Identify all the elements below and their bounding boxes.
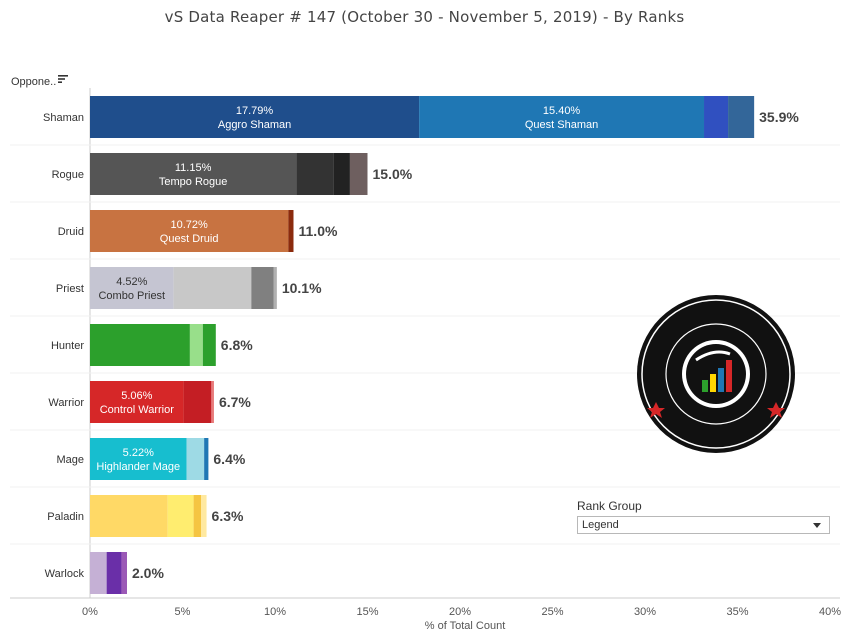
category-label: Rogue xyxy=(52,169,84,181)
bar-segment xyxy=(90,495,168,537)
category-label: Warrior xyxy=(48,397,84,409)
bar-segment xyxy=(90,381,184,423)
bar-segment xyxy=(183,381,212,423)
segment-name-label: Aggro Shaman xyxy=(218,119,291,131)
category-label: Paladin xyxy=(47,511,84,523)
segment-name-label: Quest Shaman xyxy=(525,119,598,131)
segment-value-label: 17.79% xyxy=(236,105,274,117)
bar-segment xyxy=(201,495,207,537)
segment-name-label: Quest Druid xyxy=(160,233,219,245)
bar-segment xyxy=(273,267,277,309)
sort-icon[interactable] xyxy=(57,73,69,85)
bar-segment xyxy=(90,552,107,594)
total-label: 11.0% xyxy=(299,223,338,239)
total-label: 15.0% xyxy=(373,166,413,182)
x-tick-label: 10% xyxy=(264,606,286,618)
bar-segment xyxy=(90,324,190,366)
bar-segment xyxy=(90,210,289,252)
total-label: 35.9% xyxy=(759,109,799,125)
category-label: Priest xyxy=(56,283,84,295)
bar-segment xyxy=(419,96,705,138)
category-label: Warlock xyxy=(45,568,85,580)
segment-value-label: 15.40% xyxy=(543,105,581,117)
bar-segment xyxy=(173,267,252,309)
bar-segment xyxy=(728,96,755,138)
bar-segment xyxy=(90,153,297,195)
x-tick-label: 5% xyxy=(175,606,191,618)
total-label: 6.3% xyxy=(212,508,244,524)
bar-segment xyxy=(333,153,350,195)
bar-segment xyxy=(349,153,368,195)
segment-name-label: Combo Priest xyxy=(98,290,165,302)
x-tick-label: 25% xyxy=(541,606,563,618)
segment-value-label: 5.22% xyxy=(123,447,154,459)
x-tick-label: 15% xyxy=(356,606,378,618)
bar-segment xyxy=(186,438,205,480)
bar-segment xyxy=(288,210,294,252)
x-axis-title: % of Total Count xyxy=(425,620,506,632)
x-tick-label: 40% xyxy=(819,606,841,618)
bar-segment xyxy=(704,96,729,138)
segment-value-label: 5.06% xyxy=(121,390,152,402)
bar-segment xyxy=(90,267,174,309)
segment-value-label: 11.15% xyxy=(175,162,212,174)
opponent-header[interactable]: Oppone.. xyxy=(11,76,57,88)
bar-segment xyxy=(251,267,274,309)
bar-segment xyxy=(189,324,203,366)
rank-group-selected: Legend xyxy=(582,519,619,531)
segment-name-label: Control Warrior xyxy=(100,404,174,416)
total-label: 6.7% xyxy=(219,394,251,410)
category-label: Shaman xyxy=(43,112,84,124)
category-label: Druid xyxy=(58,226,84,238)
x-tick-label: 35% xyxy=(726,606,748,618)
bar-segment xyxy=(211,381,214,423)
segment-name-label: Tempo Rogue xyxy=(159,176,228,188)
segment-name-label: Highlander Mage xyxy=(96,461,180,473)
bar-segment xyxy=(121,552,127,594)
bar-segment xyxy=(90,96,420,138)
bar-segment xyxy=(167,495,194,537)
rank-group-dropdown[interactable]: Legend xyxy=(577,516,830,534)
bar-segment xyxy=(296,153,334,195)
bar-segment xyxy=(106,552,122,594)
x-tick-label: 0% xyxy=(82,606,98,618)
segment-value-label: 10.72% xyxy=(171,219,209,231)
bar-segment xyxy=(90,438,187,480)
rank-group-title: Rank Group xyxy=(577,499,642,513)
category-label: Mage xyxy=(56,454,84,466)
total-label: 6.4% xyxy=(213,451,245,467)
chevron-down-icon[interactable] xyxy=(813,523,821,528)
data-reaper-logo xyxy=(637,295,795,453)
bar-segment xyxy=(202,324,216,366)
bar-segment xyxy=(204,438,209,480)
total-label: 6.8% xyxy=(221,337,253,353)
category-label: Hunter xyxy=(51,340,84,352)
segment-value-label: 4.52% xyxy=(116,276,147,288)
chart-title: vS Data Reaper # 147 (October 30 - Novem… xyxy=(164,8,685,26)
x-tick-label: 30% xyxy=(634,606,656,618)
bar-segment xyxy=(193,495,201,537)
x-tick-label: 20% xyxy=(449,606,471,618)
total-label: 10.1% xyxy=(282,280,322,296)
total-label: 2.0% xyxy=(132,565,164,581)
